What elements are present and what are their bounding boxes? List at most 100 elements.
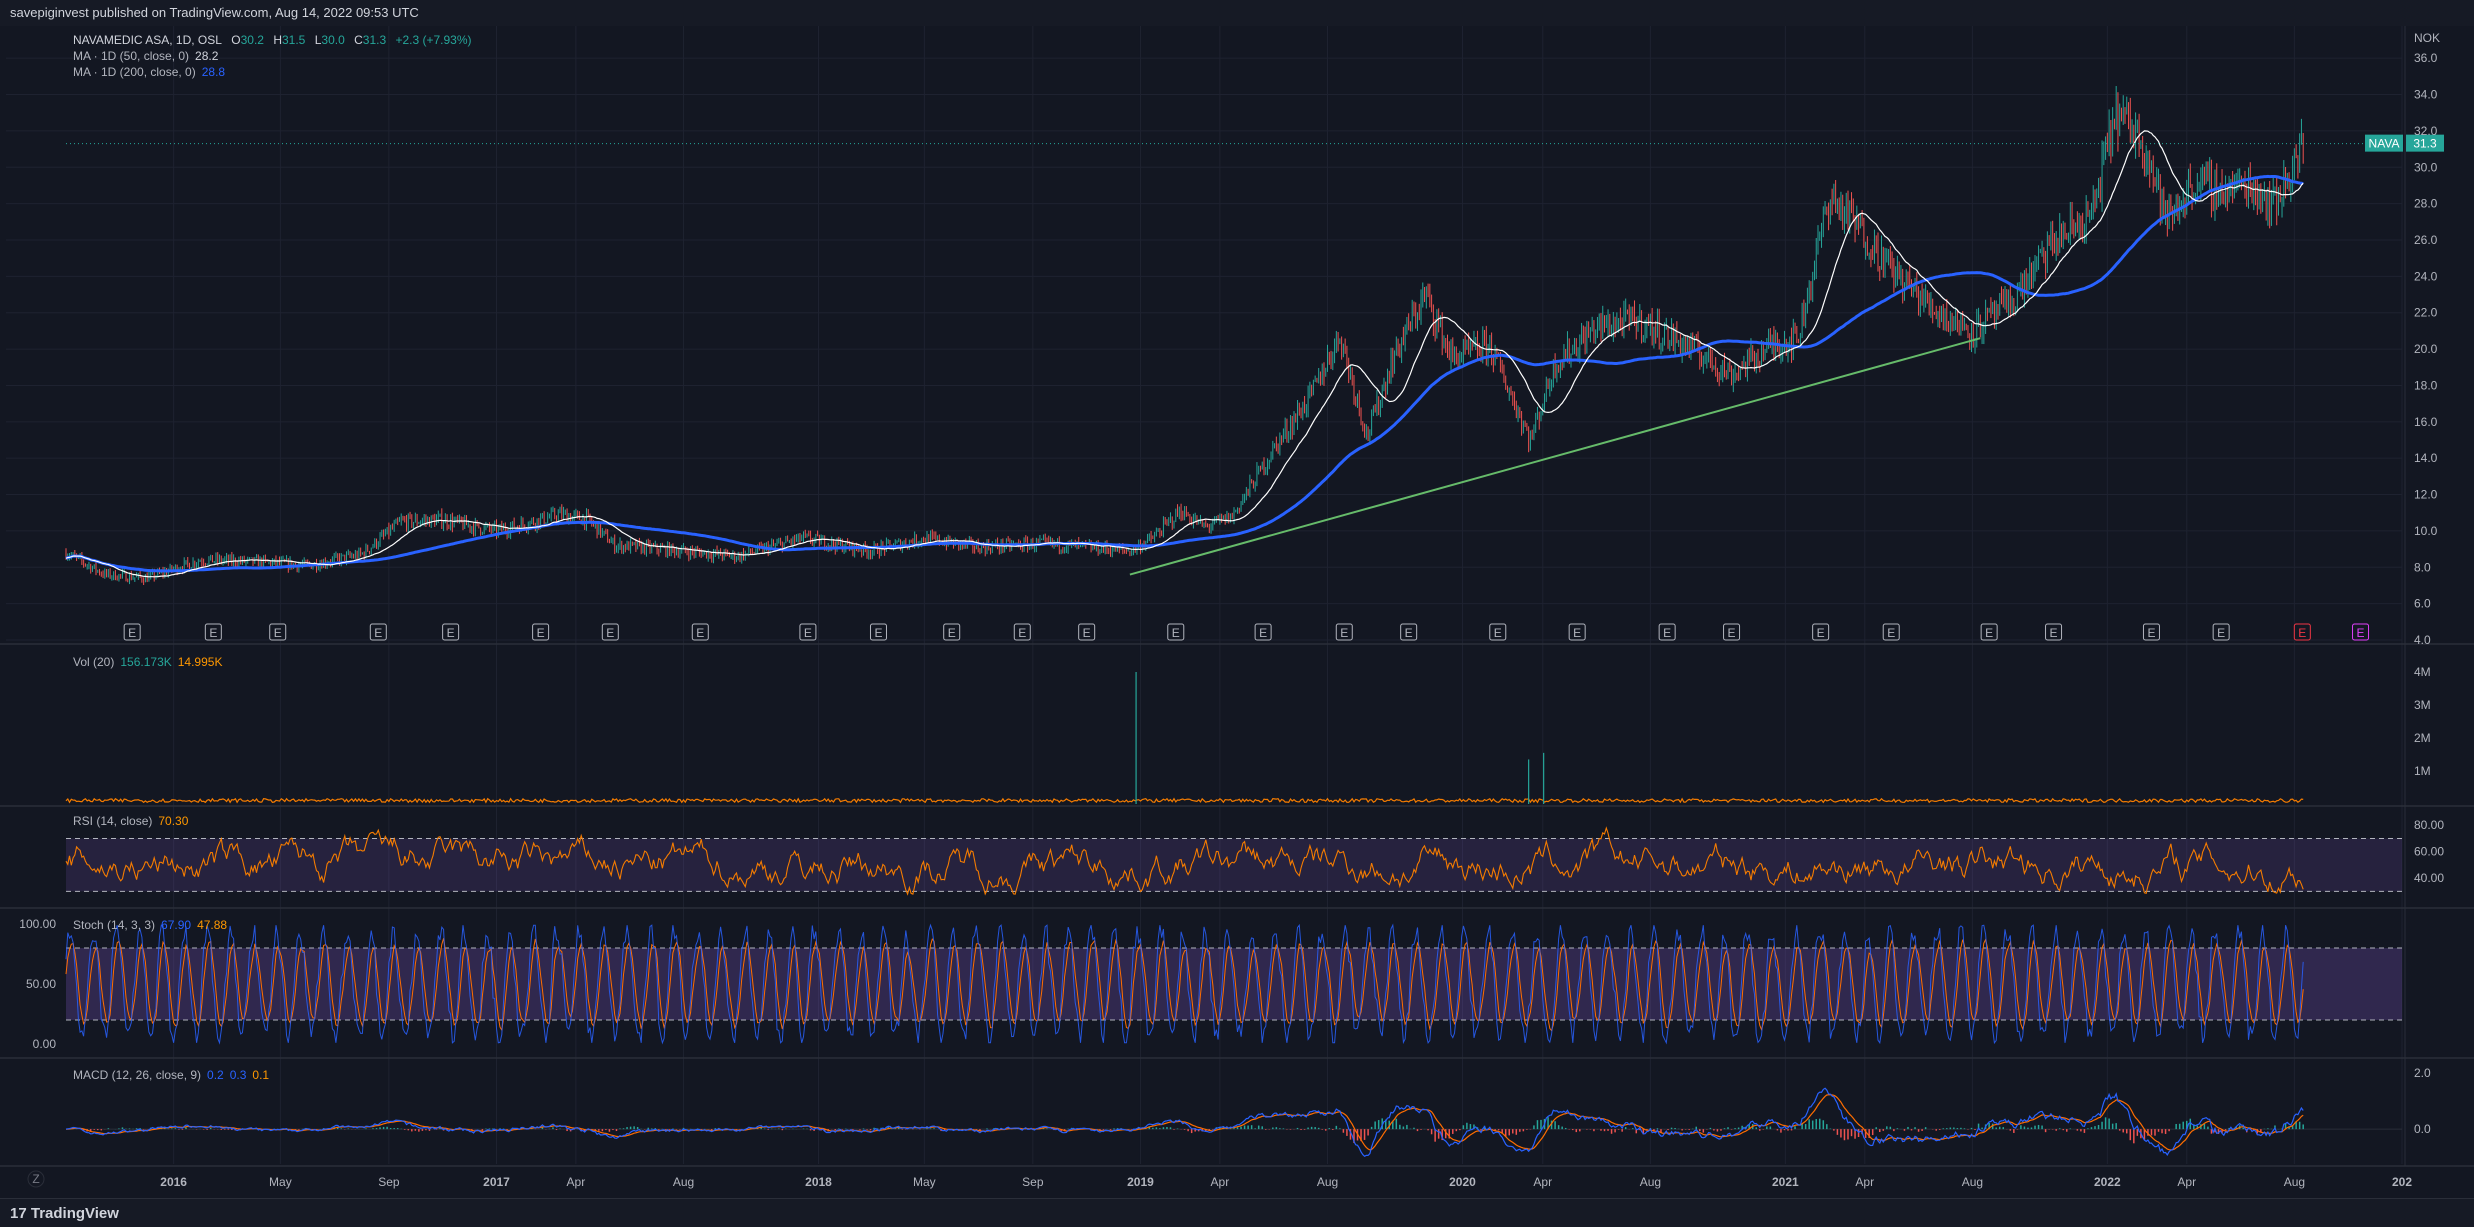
earnings-marker-label-24: E bbox=[2050, 626, 2058, 640]
earnings-marker-label-21: E bbox=[1817, 626, 1825, 640]
tradingview-logo-icon: 17 bbox=[10, 1205, 31, 1222]
earnings-marker-label-27: E bbox=[2298, 626, 2306, 640]
macd-tick-0: 0.0 bbox=[2414, 1122, 2431, 1136]
price-tick-6: 16.0 bbox=[2414, 415, 2438, 429]
legend-close-label: C bbox=[354, 33, 363, 47]
earnings-marker-label-9: E bbox=[874, 626, 882, 640]
earnings-marker-label-28: E bbox=[2357, 626, 2365, 640]
earnings-marker-label-10: E bbox=[948, 626, 956, 640]
earnings-marker-12 bbox=[1078, 623, 1096, 641]
price-tick-5: 14.0 bbox=[2414, 451, 2438, 465]
time-tick-7: May bbox=[913, 1175, 936, 1189]
rsi-value: 70.30 bbox=[158, 814, 189, 828]
time-tick-2: Sep bbox=[378, 1175, 400, 1189]
earnings-marker-7 bbox=[691, 623, 709, 641]
last-price-value: 31.3 bbox=[2413, 137, 2437, 151]
earnings-marker-label-18: E bbox=[1573, 626, 1581, 640]
time-tick-17: Aug bbox=[1962, 1175, 1983, 1189]
legend-symbol[interactable]: NAVAMEDIC ASA, 1D, OSL bbox=[73, 33, 222, 47]
time-tick-4: Apr bbox=[567, 1175, 586, 1189]
earnings-marker-20 bbox=[1723, 623, 1741, 641]
legend-change: +2.3 (+7.93%) bbox=[395, 33, 472, 47]
time-tick-18: 2022 bbox=[2094, 1175, 2121, 1189]
earnings-marker-15 bbox=[1335, 623, 1353, 641]
price-tick-4: 12.0 bbox=[2414, 488, 2438, 502]
rsi-tick-0: 40.00 bbox=[2414, 871, 2444, 885]
stoch-k-value: 67.90 bbox=[161, 918, 192, 932]
time-tick-0: 2016 bbox=[160, 1175, 187, 1189]
legend-ma200-label: MA · 1D (200, close, 0) bbox=[73, 65, 196, 79]
earnings-marker-label-15: E bbox=[1340, 626, 1348, 640]
price-tick-9: 22.0 bbox=[2414, 306, 2438, 320]
earnings-marker-25 bbox=[2142, 623, 2160, 641]
earnings-marker-1 bbox=[204, 623, 222, 641]
earnings-marker-23 bbox=[1980, 623, 1998, 641]
price-tick-16: 36.0 bbox=[2414, 51, 2438, 65]
price-tick-7: 18.0 bbox=[2414, 378, 2438, 392]
ma50-line bbox=[65, 130, 2304, 578]
footer-bar: 17 TradingView bbox=[0, 1198, 2474, 1227]
legend-open-label: O bbox=[231, 33, 241, 47]
price-tick-8: 20.0 bbox=[2414, 342, 2438, 356]
earnings-marker-0 bbox=[123, 623, 141, 641]
legend-ma200-row[interactable]: MA · 1D (200, close, 0) 28.8 bbox=[73, 64, 472, 80]
stoch-k-line bbox=[65, 923, 2304, 1045]
earnings-marker-28 bbox=[2352, 623, 2370, 641]
earnings-marker-label-4: E bbox=[447, 626, 455, 640]
rsi-pane bbox=[65, 826, 2402, 896]
chart-canvas[interactable]: E E E E E E E E E E E E E E E E E E E E E E E E E E E E E NAVA 31.3 NO… bbox=[0, 26, 2474, 1198]
trendline-layer[interactable] bbox=[1129, 337, 1981, 576]
earnings-marker-8 bbox=[799, 623, 817, 641]
trendline bbox=[1129, 337, 1981, 576]
legend-rsi[interactable]: RSI (14, close) 70.30 bbox=[73, 813, 188, 829]
time-tick-9: 2019 bbox=[1127, 1175, 1154, 1189]
earnings-marker-label-22: E bbox=[1887, 626, 1895, 640]
legend-volume[interactable]: Vol (20) 156.173K 14.995K bbox=[73, 654, 222, 670]
price-tick-0: 4.0 bbox=[2414, 633, 2431, 647]
legend-low-label: L bbox=[314, 33, 322, 47]
macd-signal-value: 0.3 bbox=[229, 1068, 247, 1082]
legend-open: 30.2 bbox=[240, 33, 264, 47]
currency-label: NOK bbox=[2414, 31, 2440, 45]
legend-macd[interactable]: MACD (12, 26, close, 9) 0.2 0.3 0.1 bbox=[73, 1067, 269, 1083]
time-tick-3: 2017 bbox=[483, 1175, 510, 1189]
earnings-marker-26 bbox=[2212, 623, 2230, 641]
time-tick-10: Apr bbox=[1211, 1175, 1230, 1189]
earnings-marker-label-23: E bbox=[1985, 626, 1993, 640]
stoch-tick-1: 50.00 bbox=[26, 977, 56, 991]
tradingview-logo[interactable]: 17 TradingView bbox=[10, 1205, 119, 1222]
volume-tick-0: 1M bbox=[2414, 764, 2431, 778]
legend-ma50-row[interactable]: MA · 1D (50, close, 0) 28.2 bbox=[73, 48, 472, 64]
stoch-d-value: 47.88 bbox=[197, 918, 228, 932]
earnings-marker-3 bbox=[369, 623, 387, 641]
earnings-marker-label-14: E bbox=[1259, 626, 1267, 640]
stoch-tick-2: 100.00 bbox=[19, 917, 56, 931]
earnings-marker-6 bbox=[601, 623, 619, 641]
time-tick-14: Aug bbox=[1640, 1175, 1661, 1189]
macd-pane bbox=[65, 1087, 2402, 1158]
earnings-marker-label-3: E bbox=[374, 626, 382, 640]
price-tick-1: 6.0 bbox=[2414, 597, 2431, 611]
earnings-marker-24 bbox=[2045, 623, 2063, 641]
moving-averages bbox=[65, 130, 2304, 578]
volume-pane bbox=[65, 672, 2304, 804]
earnings-marker-11 bbox=[1013, 623, 1031, 641]
price-tick-2: 8.0 bbox=[2414, 560, 2431, 574]
axes: NAVA 31.3 NOK 4.0 6.0 8.0 10.0 12.0 14.0 16.0 18.0… bbox=[19, 31, 2444, 1189]
earnings-marker-10 bbox=[943, 623, 961, 641]
time-tick-19: Apr bbox=[2177, 1175, 2196, 1189]
time-tick-1: May bbox=[269, 1175, 292, 1189]
rsi-line bbox=[65, 826, 2304, 896]
earnings-marker-label-13: E bbox=[1172, 626, 1180, 640]
legend-stoch[interactable]: Stoch (14, 3, 3) 67.90 47.88 bbox=[73, 917, 227, 933]
time-tick-20: Aug bbox=[2284, 1175, 2305, 1189]
volume-tick-3: 4M bbox=[2414, 665, 2431, 679]
earnings-marker-17 bbox=[1489, 623, 1507, 641]
earnings-marker-19 bbox=[1658, 623, 1676, 641]
price-tick-14: 32.0 bbox=[2414, 124, 2438, 138]
legend-high-label: H bbox=[273, 33, 282, 47]
earnings-marker-label-12: E bbox=[1083, 626, 1091, 640]
vol-label: Vol (20) bbox=[73, 655, 115, 669]
legend-main: NAVAMEDIC ASA, 1D, OSL O30.2 H31.5 L30.0… bbox=[73, 32, 472, 80]
